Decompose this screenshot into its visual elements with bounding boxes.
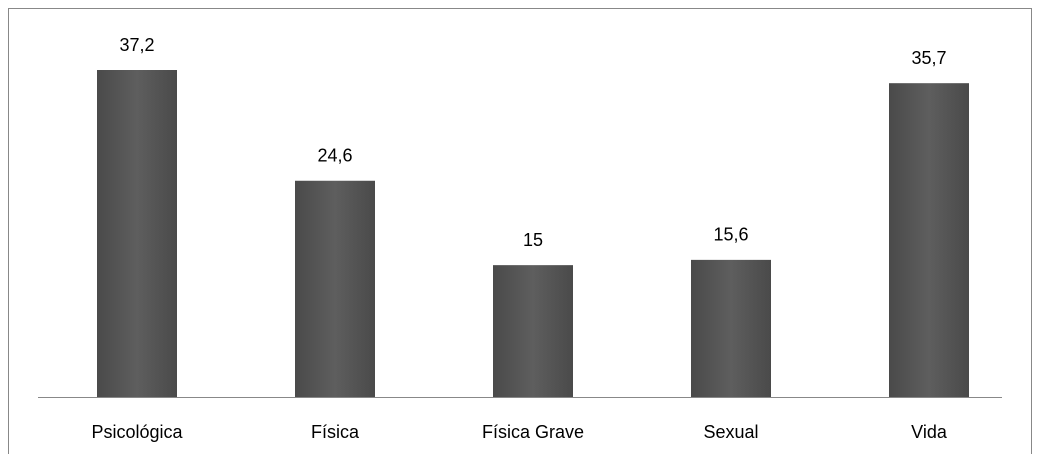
chart-border xyxy=(8,8,1032,454)
bar xyxy=(97,70,177,397)
x-tick-label: Física Grave xyxy=(482,422,584,442)
x-tick-label: Vida xyxy=(911,422,948,442)
data-label: 15,6 xyxy=(713,225,748,245)
data-label: 37,2 xyxy=(119,35,154,55)
data-label: 15 xyxy=(523,230,543,250)
x-tick-label: Psicológica xyxy=(91,422,183,442)
bar xyxy=(493,265,573,397)
bar xyxy=(691,259,771,397)
data-label: 35,7 xyxy=(911,48,946,68)
data-label: 24,6 xyxy=(317,146,352,166)
bar xyxy=(889,83,969,397)
x-tick-label: Física xyxy=(311,422,360,442)
x-tick-label: Sexual xyxy=(703,422,758,442)
bar xyxy=(295,180,375,397)
